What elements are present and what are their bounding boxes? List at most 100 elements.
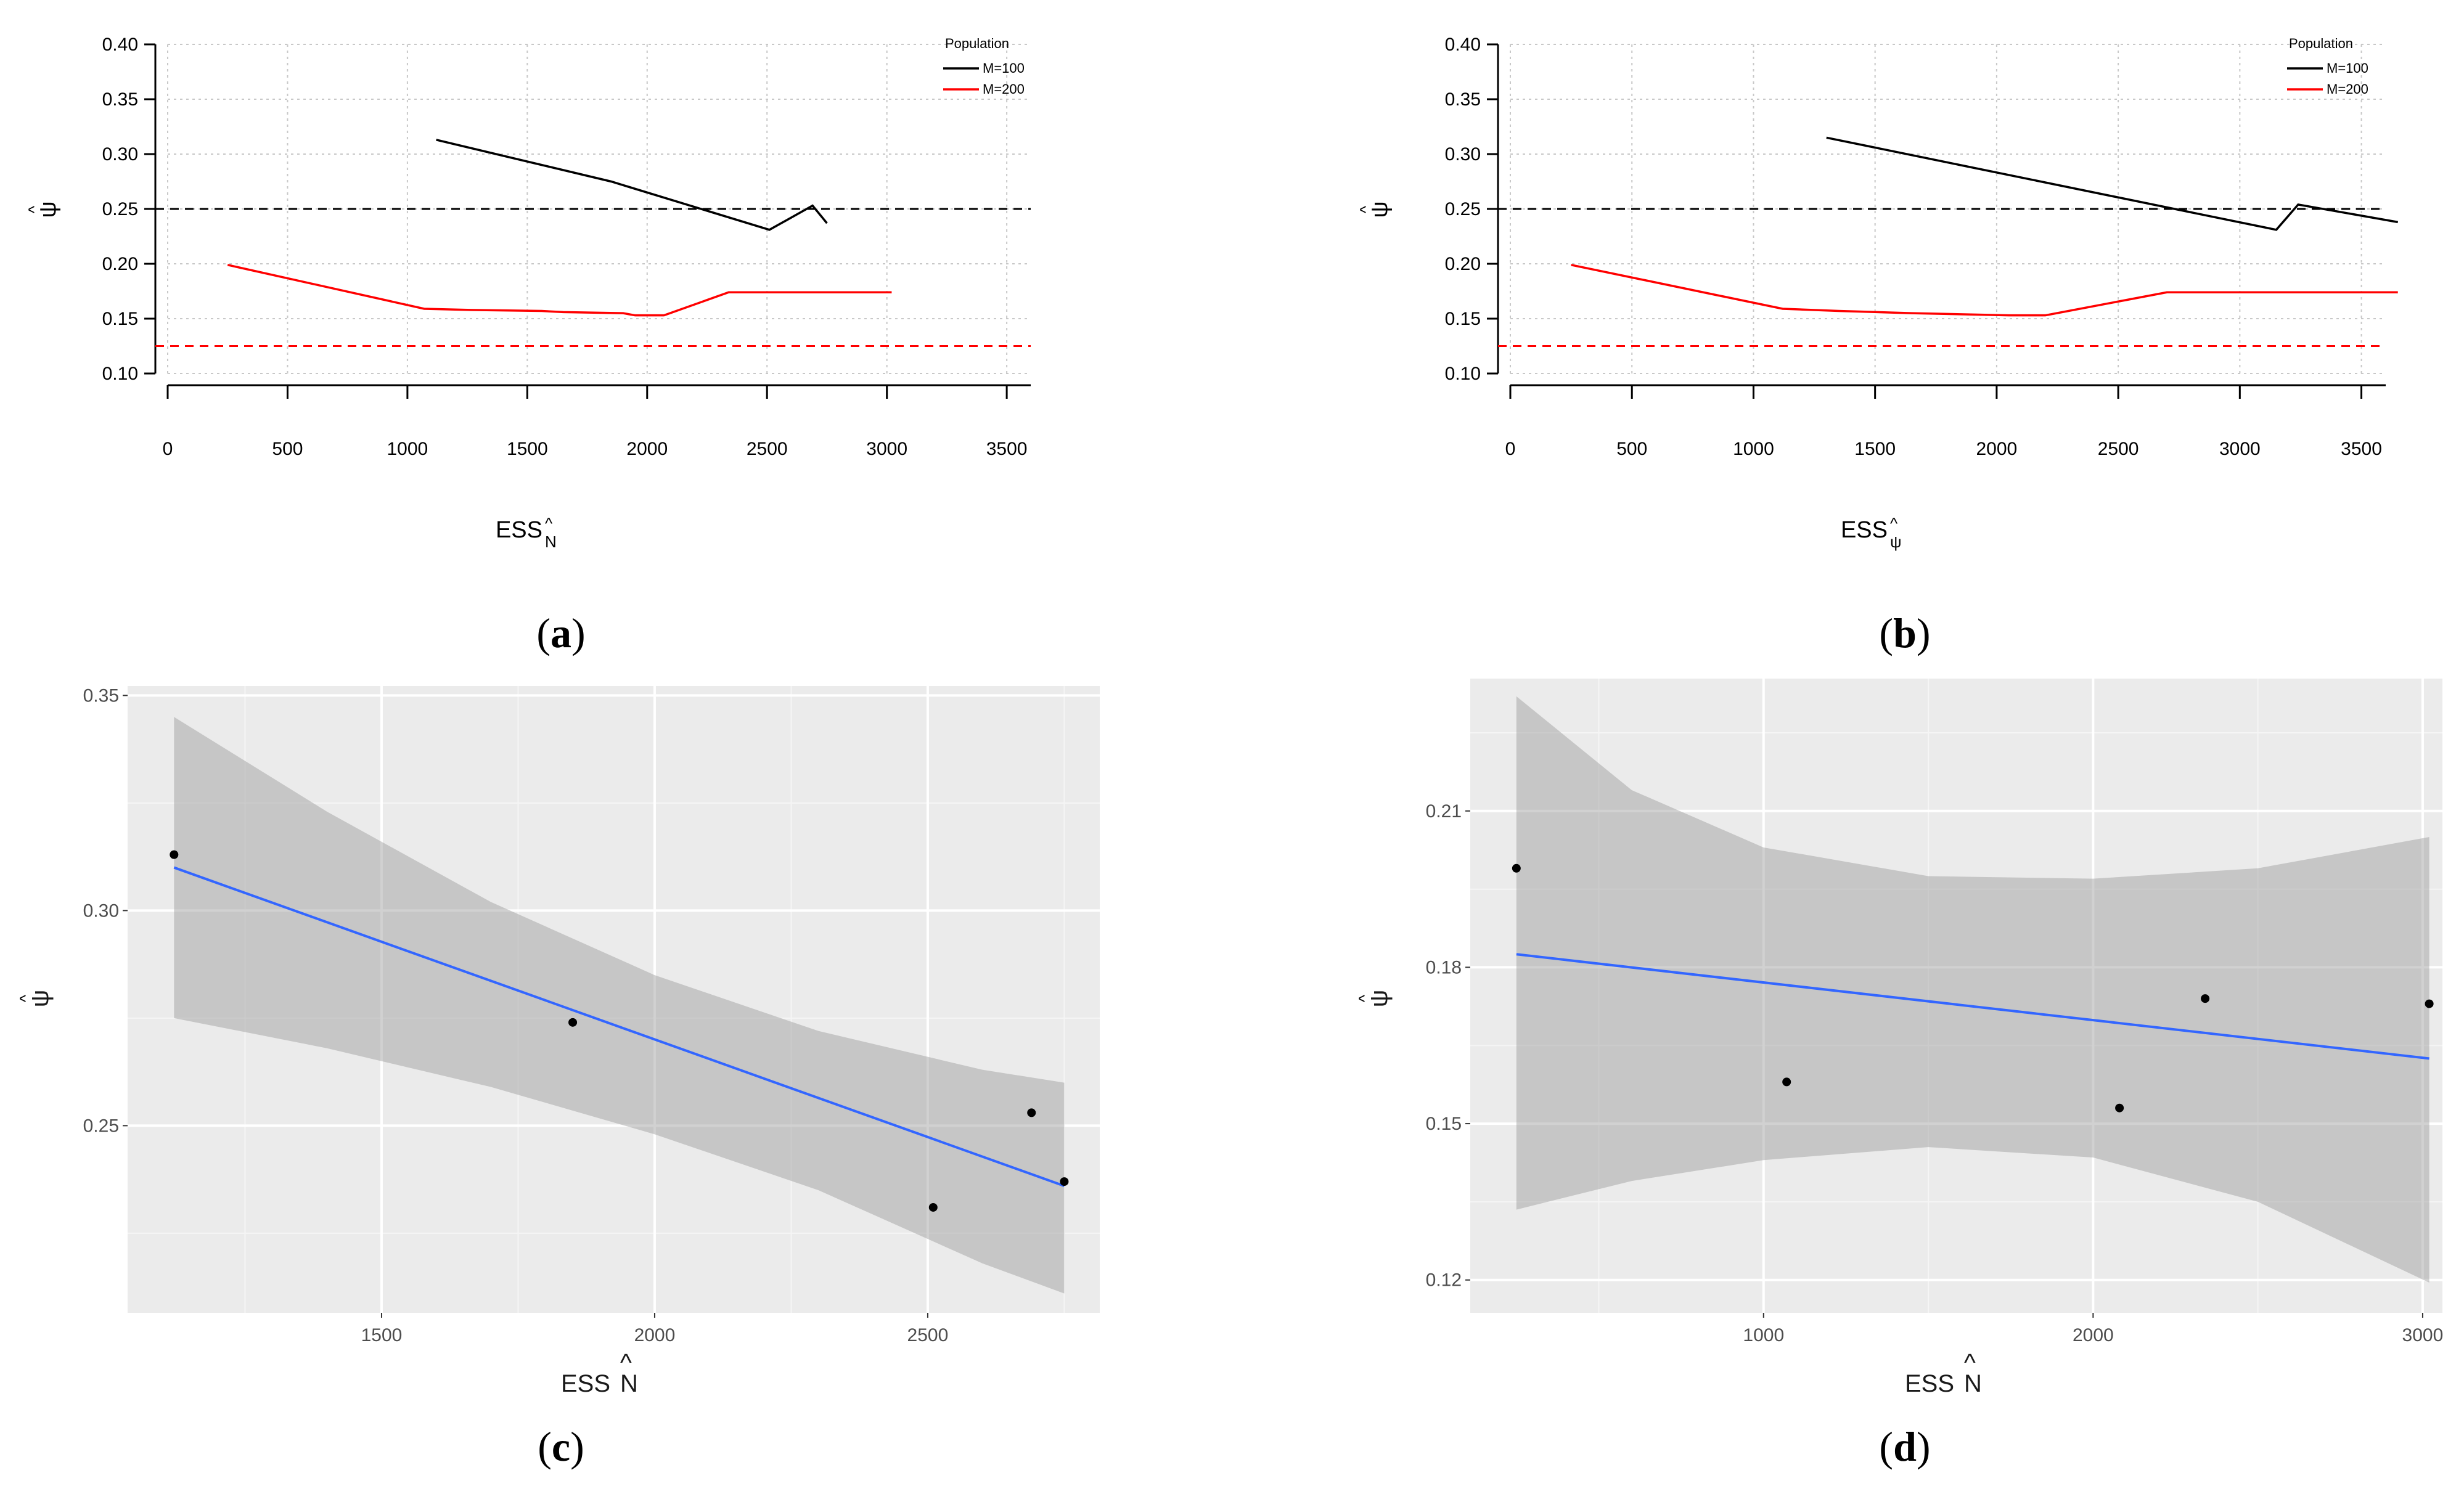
y-axis-label-text: ψ: [1367, 201, 1393, 218]
x-axis-label-main: ESS: [1905, 1370, 1954, 1397]
x-tick-label: 1500: [1854, 439, 1896, 459]
x-axis-label: ESS ψ^: [1841, 514, 1902, 551]
caption-open-paren: (: [538, 1423, 552, 1470]
panel-caption-c: (c): [538, 1423, 584, 1470]
regression-line: [1516, 953, 2429, 1060]
y-tick-label: 0.25: [1445, 199, 1481, 219]
caption-letter: c: [552, 1423, 570, 1470]
y-tick-label: 0.40: [1445, 35, 1481, 55]
caption-open-paren: (: [536, 610, 551, 656]
y-tick-label: 0.10: [102, 364, 138, 384]
x-tick-label: 0: [1505, 439, 1516, 459]
caption-close-paren: ): [570, 1423, 584, 1470]
y-axis-label-text: ψ: [27, 990, 54, 1008]
caption-open-paren: (: [1879, 1423, 1893, 1470]
y-tick-label: 0.40: [102, 35, 138, 55]
panel-caption-b: (b): [1879, 610, 1930, 656]
y-tick-label: 0.20: [102, 254, 138, 274]
legend: Population M=100 M=200: [943, 36, 1025, 97]
y-axis-label-text: ψ: [1365, 990, 1393, 1008]
y-tick-label: 0.30: [83, 900, 119, 921]
confidence-band: [174, 717, 1065, 1294]
x-tick-label: 500: [1616, 439, 1647, 459]
y-axis-label: ψ^: [1356, 201, 1393, 218]
legend-entry-label: M=200: [2327, 81, 2368, 97]
x-tick-label: 1500: [507, 439, 548, 459]
y-tick-label: 0.30: [1445, 144, 1481, 165]
y-tick-label: 0.25: [102, 199, 138, 219]
caption-letter: d: [1893, 1423, 1917, 1470]
x-tick-label: 500: [272, 439, 303, 459]
data-point: [2425, 999, 2434, 1008]
data-point: [568, 1018, 578, 1027]
y-tick-label: 0.15: [1426, 1114, 1462, 1134]
x-tick-label: 2000: [2073, 1325, 2114, 1345]
legend-entry-label: M=200: [983, 81, 1025, 97]
y-axis-label-hat: ^: [1356, 205, 1375, 213]
data-point: [1060, 1177, 1069, 1186]
x-tick-label: 2500: [747, 439, 788, 459]
x-tick-label: 2000: [634, 1325, 676, 1345]
x-tick-label: 3500: [986, 439, 1028, 459]
y-axis-label: ψ^: [16, 990, 54, 1008]
y-axis-label-text: ψ: [35, 201, 61, 218]
x-axis-label: ESS N^: [1905, 1349, 1982, 1397]
axis-label-sub: N: [545, 533, 557, 551]
x-tick-label: 3000: [2219, 439, 2261, 459]
y-axis-label-hat: ^: [16, 994, 35, 1002]
x-tick-label: 0: [163, 439, 173, 459]
confidence-band: [1516, 696, 2429, 1283]
x-tick-label: 1000: [387, 439, 428, 459]
y-tick-label: 0.15: [1445, 309, 1481, 329]
axis-label-hat: ^: [1890, 514, 1898, 533]
axis-label-main: ESS: [1841, 517, 1888, 543]
axis-label-main: ESS: [496, 517, 542, 543]
x-tick-label: 1000: [1743, 1325, 1784, 1345]
x-tick-label: 2500: [2098, 439, 2139, 459]
data-point: [1512, 863, 1521, 873]
y-tick-label: 0.15: [102, 309, 138, 329]
x-tick-label: 2500: [907, 1325, 949, 1345]
y-tick-label: 0.35: [1445, 89, 1481, 110]
data-point: [170, 850, 179, 859]
panel-a: 0.10 0.15 0.20 0.25 0.30 0.35 0.40 0 500 1000 1500…: [25, 35, 1031, 551]
x-tick-label: 2000: [626, 439, 668, 459]
caption-close-paren: ): [1917, 610, 1931, 656]
y-axis-label-hat: ^: [25, 205, 43, 213]
plot-background: [1470, 679, 2442, 1313]
caption-close-paren: ): [571, 610, 586, 656]
series-line-M-200: [1571, 264, 2398, 317]
y-axis-label: ψ^: [25, 201, 61, 218]
axis-label-hat: ^: [545, 514, 553, 533]
x-tick-label: 3500: [2341, 439, 2382, 459]
panel-caption-a: (a): [536, 610, 585, 656]
legend-title: Population: [2289, 36, 2353, 51]
data-point: [2115, 1103, 2124, 1112]
data-point: [1782, 1077, 1791, 1087]
y-tick-label: 0.12: [1426, 1270, 1462, 1291]
regression-line: [173, 866, 1065, 1187]
series-line-M-100: [1826, 136, 2399, 231]
y-tick-label: 0.30: [102, 144, 138, 165]
panel-b: 0.10 0.15 0.20 0.25 0.30 0.35 0.40 0 500 1000 1500…: [1356, 35, 2399, 551]
legend-title: Population: [945, 36, 1009, 51]
x-axis-label: ESS N^: [561, 1349, 638, 1397]
x-tick-label: 1500: [361, 1325, 403, 1345]
series-line-M-200: [227, 264, 892, 317]
axis-label-sub: ψ: [1890, 533, 1902, 551]
x-axis-label-main: ESS: [561, 1370, 610, 1397]
y-axis-label-hat: ^: [1355, 994, 1373, 1002]
x-axis-label-hat: ^: [1964, 1349, 1976, 1376]
caption-letter: a: [551, 610, 571, 656]
y-tick-label: 0.18: [1426, 957, 1462, 978]
x-axis-label-sub: N: [620, 1370, 638, 1397]
y-tick-label: 0.20: [1445, 254, 1481, 274]
caption-letter: b: [1893, 610, 1917, 656]
data-point: [928, 1202, 938, 1212]
legend-entry-label: M=100: [2327, 60, 2368, 76]
x-tick-label: 1000: [1733, 439, 1774, 459]
series-line-M-100: [436, 139, 828, 231]
